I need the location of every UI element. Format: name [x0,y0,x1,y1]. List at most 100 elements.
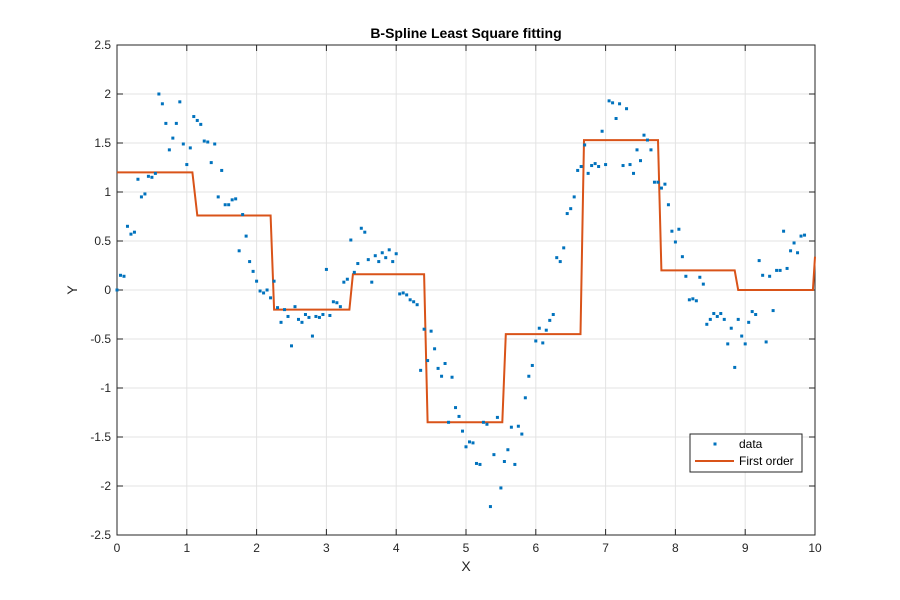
data-point [803,233,807,237]
data-point [712,312,716,316]
data-point [188,146,192,150]
data-point [223,203,227,207]
data-point [558,260,562,264]
data-point [454,406,458,410]
data-point [645,138,649,142]
data-point [181,142,185,146]
data-point [740,334,744,338]
data-point [621,164,625,168]
data-point [666,203,670,207]
data-point [213,142,217,146]
data-point [527,374,531,378]
data-point [234,197,238,201]
data-point [171,136,175,140]
data-point [569,207,573,211]
fit-line-first-order [117,139,816,424]
data-point [419,368,423,372]
data-point [317,315,321,319]
y-tick-label: -2.5 [90,528,111,542]
y-tick-label: 2 [104,87,111,101]
x-tick-label: 5 [463,541,470,555]
legend-label: data [739,437,763,451]
data-point [604,163,608,167]
data-point [680,255,684,259]
data-point [279,320,283,324]
data-point [157,92,161,96]
data-point [579,165,583,169]
data-point [572,195,576,199]
data-point [736,317,740,321]
data-point [328,313,332,317]
data-point [743,342,747,346]
x-tick-label: 0 [114,541,121,555]
data-point [635,148,639,152]
legend-box [689,433,803,473]
legend-marker-data [713,442,717,446]
data-point [401,291,405,295]
data-point [607,99,611,103]
data-point [457,414,461,418]
data-point [722,317,726,321]
data-point [199,122,203,126]
data-point [478,462,482,466]
data-point [230,198,234,202]
data-point [611,101,615,105]
data-point [792,241,796,245]
data-point [625,107,629,111]
data-point [363,230,367,234]
data-point [132,230,136,234]
data-point [516,424,520,428]
data-point [639,159,642,163]
data-point [164,121,168,125]
data-point [632,171,636,175]
data-point [548,318,552,322]
data-point [750,310,754,314]
data-point [768,274,772,278]
data-point [380,251,384,255]
data-point [272,279,276,283]
data-point [733,365,737,369]
data-point [691,297,695,301]
data-point [628,163,632,167]
data-point [185,163,189,167]
data-point [467,440,471,444]
data-point [202,139,206,143]
data-point [443,362,447,365]
data-point [349,238,353,242]
y-tick-label: -1 [100,381,111,395]
data-point [586,171,590,175]
x-tick-label: 3 [323,541,330,555]
data-point [698,275,702,279]
data-point [195,118,199,122]
data-point [649,148,653,152]
y-tick-label: 0 [104,283,111,297]
data-point [136,177,140,181]
x-tick-label: 4 [393,541,400,555]
data-point [115,288,119,292]
data-point [345,277,349,281]
x-tick-label: 6 [532,541,539,555]
data-point [237,249,241,253]
y-tick-label: 1.5 [94,136,111,150]
x-tick-label: 9 [742,541,749,555]
data-point [307,315,311,319]
data-point [492,453,496,457]
data-point [255,279,259,283]
data-point [338,305,342,309]
data-point [541,341,545,345]
data-point [520,432,524,436]
data-point [241,213,245,217]
data-point [789,249,793,253]
data-point [726,342,730,346]
data-point [321,313,325,316]
x-tick-label: 10 [808,541,822,555]
data-point [146,174,150,178]
data-point [719,312,723,316]
data-point [782,229,786,233]
data-point [122,274,126,278]
data-point [227,203,231,207]
data-point [129,232,133,236]
data-point [474,461,478,465]
data-point [422,327,426,331]
data-point [293,305,297,309]
